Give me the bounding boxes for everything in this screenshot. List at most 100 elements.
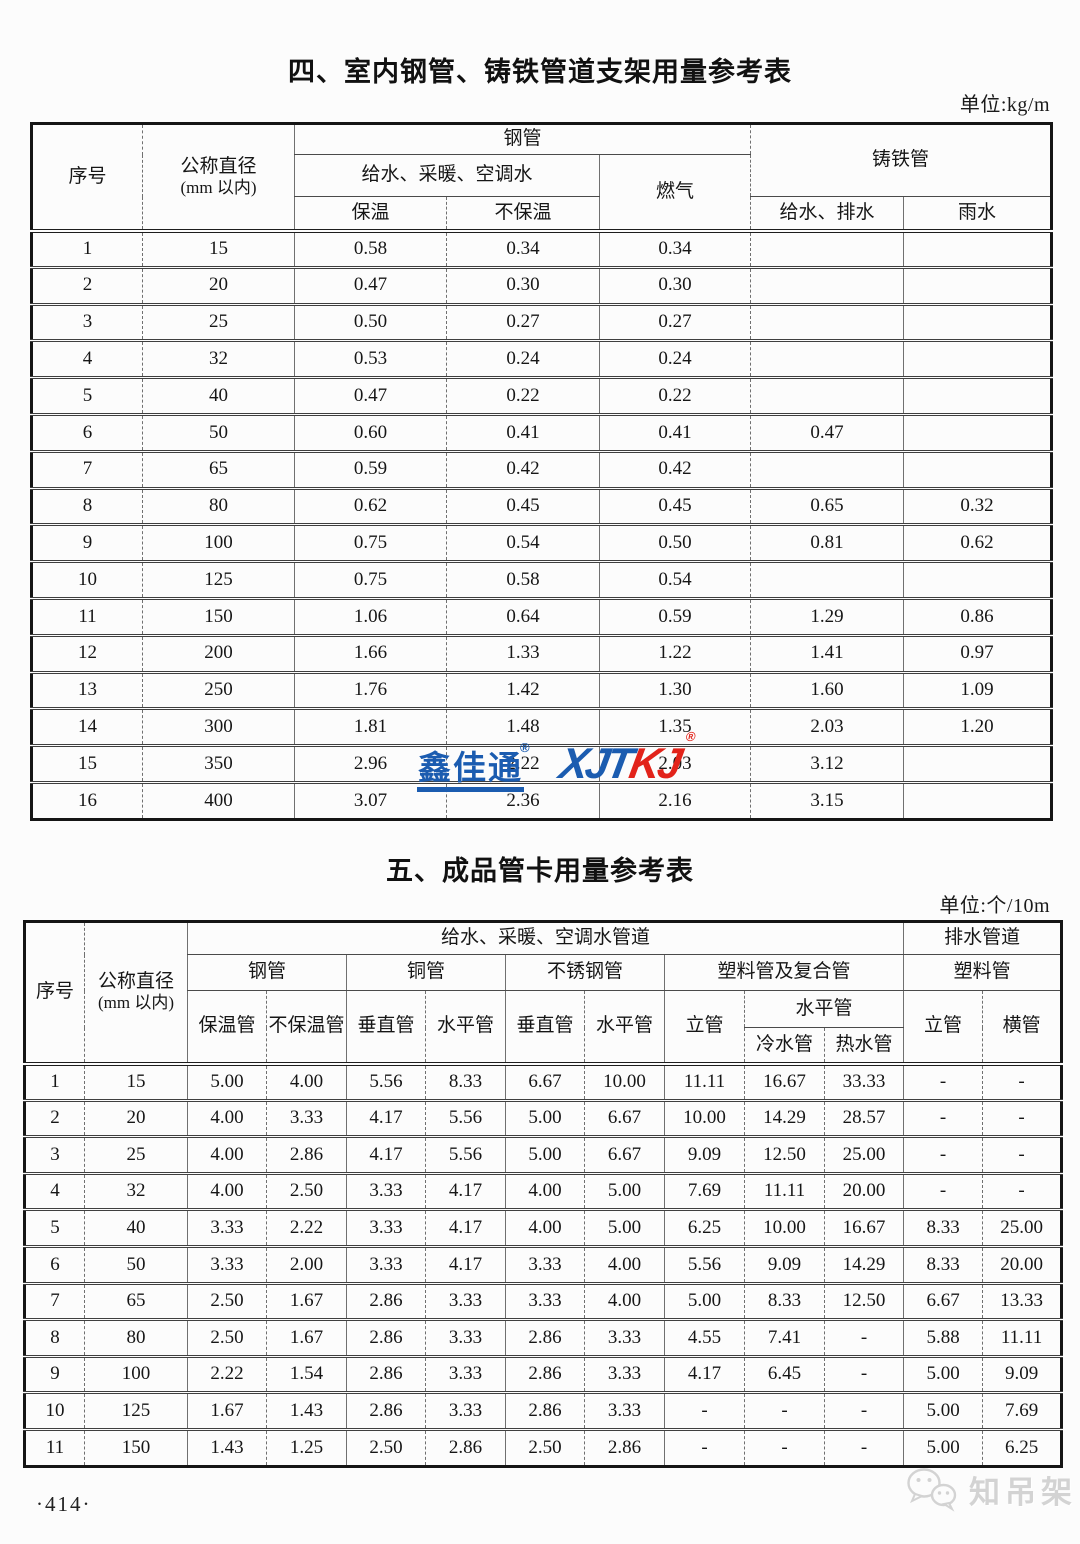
table-cell: - xyxy=(664,1427,745,1467)
table-cell: - xyxy=(823,1427,904,1467)
nominal-diameter-line1: 公称直径 xyxy=(97,971,174,993)
table-cell: 13 xyxy=(31,670,143,709)
table-cell: 0.45 xyxy=(598,486,751,525)
nominal-diameter-line2: (mm 以内) xyxy=(97,993,175,1013)
table-header-row: 给水、采暖、空调水 燃气 xyxy=(32,154,1052,231)
header-cell-supply-group: 给水、采暖、空调水管道 xyxy=(186,921,904,955)
table-cell: 0.50 xyxy=(294,302,447,341)
table-cell: 3.33 xyxy=(425,1281,506,1320)
table-cell: 40 xyxy=(142,376,295,415)
table-cell: 1.30 xyxy=(598,670,751,709)
table-cell: 5.00 xyxy=(505,1135,585,1174)
table-cell: - xyxy=(664,1391,745,1430)
table-cell: 100 xyxy=(142,523,295,562)
table-row: 15 350 2.96 2.22 2.03 3.12 xyxy=(31,744,1052,783)
table-header-row: 冷水管 热水管 xyxy=(25,1027,1062,1064)
table-cell: 5.00 xyxy=(903,1391,983,1430)
table-cell: 11.11 xyxy=(744,1171,825,1210)
table-cell: 1.42 xyxy=(446,670,600,709)
header-cell-uninsulated: 不保温 xyxy=(446,196,600,231)
table-cell: - xyxy=(903,1135,983,1174)
table-row: 10 125 1.67 1.43 2.86 3.33 2.86 3.33- - -5.00 7.69 xyxy=(24,1391,1062,1430)
table-cell: 5.00 xyxy=(187,1062,267,1101)
table-cell: 2.16 xyxy=(598,780,751,820)
table-row: 2 20 0.47 0.30 0.30 xyxy=(31,265,1052,305)
table-cell: 8 xyxy=(24,1318,85,1357)
table-cell: 65 xyxy=(142,449,295,489)
table-cell: 0.42 xyxy=(598,449,751,489)
table-cell: 1.22 xyxy=(598,633,751,673)
table-cell: 150 xyxy=(142,596,295,636)
table-cell: 3.33 xyxy=(266,1098,347,1137)
table-cell: 1.43 xyxy=(187,1427,267,1467)
table-cell: 4.00 xyxy=(505,1171,585,1210)
table-cell: 150 xyxy=(84,1427,188,1467)
table-cell: 50 xyxy=(142,412,295,452)
table-cell: 0.54 xyxy=(598,560,751,599)
table-cell: 5 xyxy=(31,376,143,415)
table-cell: 0.54 xyxy=(446,523,600,562)
table-cell xyxy=(903,780,1052,820)
table-cell: 6.25 xyxy=(982,1427,1062,1467)
table-cell: 9 xyxy=(24,1354,85,1393)
table-cell: 65 xyxy=(84,1281,188,1320)
table-cell: 3.33 xyxy=(505,1244,585,1284)
table-cell: 7.69 xyxy=(982,1391,1062,1430)
table-cell: 0.58 xyxy=(294,229,447,268)
table-cell xyxy=(750,265,904,305)
table-cell: 3.07 xyxy=(294,780,447,820)
table-cell: 6.67 xyxy=(903,1281,983,1320)
table-cell: 10.00 xyxy=(584,1062,665,1101)
table-cell: 80 xyxy=(142,486,295,525)
table-row: 4 32 0.53 0.24 0.24 xyxy=(31,339,1052,378)
table-cell: - xyxy=(823,1318,904,1357)
table-cell: 0.42 xyxy=(446,449,600,489)
table-cell: 0.47 xyxy=(294,376,447,415)
table-cell: 8.33 xyxy=(903,1208,983,1247)
header-cell-nominal-diameter: 公称直径 (mm 以内) xyxy=(142,123,295,231)
table-cell: 4.17 xyxy=(425,1208,506,1247)
table-cell: 20.00 xyxy=(982,1244,1062,1284)
table-cell: 0.59 xyxy=(598,596,751,636)
table-cell: 1 xyxy=(31,229,143,268)
header-cell-steel-pipe: 钢管 xyxy=(293,123,751,155)
table-cell: 2.86 xyxy=(505,1391,585,1430)
table-cell: 2.86 xyxy=(266,1135,347,1174)
table-cell: 50 xyxy=(84,1244,188,1284)
table-cell: 16.67 xyxy=(823,1208,904,1247)
table-cell: 200 xyxy=(142,633,295,673)
table-cell: 0.34 xyxy=(598,229,751,268)
table-cell: - xyxy=(903,1171,983,1210)
table-cell: 4.00 xyxy=(187,1171,267,1210)
table-cell: 6.67 xyxy=(584,1135,665,1174)
table-cell: 0.41 xyxy=(446,412,600,452)
table-cell: 250 xyxy=(142,670,295,709)
header-cell-uninsulated-pipe: 不保温管 xyxy=(266,990,347,1064)
table-cell: 2.03 xyxy=(598,744,751,783)
table-cell: 1 xyxy=(24,1062,85,1101)
table-cell: 7 xyxy=(31,449,143,489)
table-cell: 9.09 xyxy=(664,1135,745,1174)
table-cell: 400 xyxy=(142,780,295,820)
table-cell: 3.33 xyxy=(425,1318,506,1357)
header-cell-copper-horizontal: 水平管 xyxy=(425,990,506,1064)
table-cell: 5.00 xyxy=(505,1098,585,1137)
header-cell-drain-horizontal: 横管 xyxy=(982,990,1062,1064)
table-cell: 2.96 xyxy=(294,744,447,783)
table-cell: 20 xyxy=(142,265,295,305)
table-cell: 5.56 xyxy=(664,1244,745,1284)
table-cell: 4.17 xyxy=(664,1354,745,1393)
table-cell: 10.00 xyxy=(664,1098,745,1137)
table-cell: 2.86 xyxy=(425,1427,506,1467)
table-cell xyxy=(903,339,1052,378)
table-cell: 14.29 xyxy=(823,1244,904,1284)
table-cell: 25 xyxy=(142,302,295,341)
table-row: 16 400 3.07 2.36 2.16 3.15 xyxy=(31,780,1052,820)
table-cell: 5.00 xyxy=(584,1171,665,1210)
table-cell: 0.45 xyxy=(446,486,600,525)
table-cell: 1.76 xyxy=(294,670,447,709)
table-cell: 9.09 xyxy=(744,1244,825,1284)
header-cell-no: 序号 xyxy=(31,123,143,231)
table-cell: 0.24 xyxy=(598,339,751,378)
table-row: 5 40 3.33 2.22 3.33 4.17 4.00 5.00 6.25 10.00 16.6… xyxy=(24,1208,1062,1247)
